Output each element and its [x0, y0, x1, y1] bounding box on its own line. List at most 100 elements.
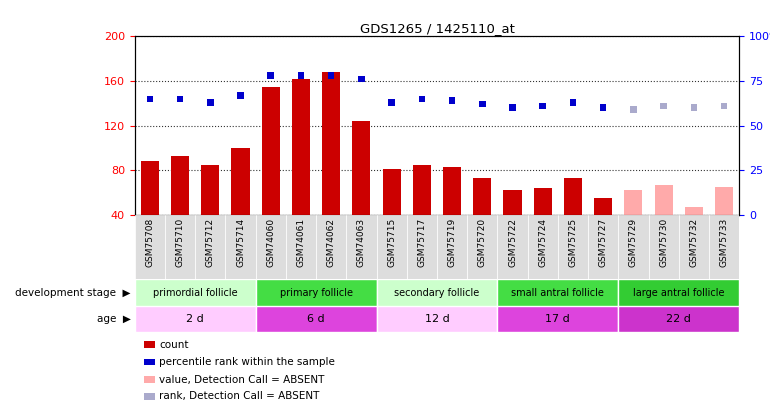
Bar — [196, 215, 226, 279]
Bar — [316, 215, 346, 279]
Bar — [618, 215, 648, 279]
Text: 12 d: 12 d — [424, 314, 450, 324]
Text: GSM75715: GSM75715 — [387, 218, 396, 267]
Bar — [685, 207, 703, 215]
Bar — [588, 215, 618, 279]
Bar — [443, 167, 461, 215]
Bar — [232, 148, 249, 215]
Text: primary follicle: primary follicle — [280, 288, 353, 298]
Bar — [504, 190, 521, 215]
Bar — [226, 215, 256, 279]
Bar — [135, 215, 165, 279]
Bar — [377, 306, 497, 332]
Text: count: count — [159, 339, 189, 350]
Bar — [413, 164, 431, 215]
Bar — [497, 215, 527, 279]
Text: 17 d: 17 d — [545, 314, 571, 324]
Bar — [474, 178, 491, 215]
Point — [476, 101, 488, 107]
Text: value, Detection Call = ABSENT: value, Detection Call = ABSENT — [159, 375, 324, 385]
Text: percentile rank within the sample: percentile rank within the sample — [159, 357, 335, 367]
Text: GSM75729: GSM75729 — [629, 218, 638, 267]
Bar — [141, 161, 159, 215]
Text: development stage  ▶: development stage ▶ — [15, 288, 131, 298]
Text: secondary follicle: secondary follicle — [394, 288, 480, 298]
Point — [355, 76, 367, 83]
Bar — [618, 279, 739, 306]
Bar — [709, 215, 739, 279]
Point — [597, 104, 609, 111]
Bar — [135, 306, 256, 332]
Bar — [557, 215, 588, 279]
Bar — [618, 306, 739, 332]
Text: small antral follicle: small antral follicle — [511, 288, 604, 298]
Point — [234, 92, 246, 98]
Bar — [407, 215, 437, 279]
Text: rank, Detection Call = ABSENT: rank, Detection Call = ABSENT — [159, 391, 320, 401]
Bar — [144, 393, 155, 400]
Bar — [564, 178, 582, 215]
Bar — [648, 215, 678, 279]
Bar — [437, 215, 467, 279]
Text: age  ▶: age ▶ — [97, 314, 131, 324]
Text: large antral follicle: large antral follicle — [633, 288, 725, 298]
Point — [567, 99, 579, 106]
Bar — [144, 359, 155, 365]
Text: GSM75708: GSM75708 — [146, 218, 154, 267]
Bar — [165, 215, 195, 279]
Point — [386, 99, 398, 106]
Text: 22 d: 22 d — [666, 314, 691, 324]
Point — [295, 72, 307, 79]
Bar — [292, 79, 310, 215]
Text: GSM74060: GSM74060 — [266, 218, 275, 267]
Bar — [715, 187, 733, 215]
Bar — [144, 376, 155, 383]
Bar — [256, 306, 377, 332]
Point — [325, 72, 337, 79]
Bar — [286, 215, 316, 279]
Text: GSM75722: GSM75722 — [508, 218, 517, 267]
Text: GSM75714: GSM75714 — [236, 218, 245, 267]
Point — [265, 72, 277, 79]
Text: GSM75710: GSM75710 — [176, 218, 185, 267]
Text: GSM75724: GSM75724 — [538, 218, 547, 267]
Bar — [262, 87, 280, 215]
Text: GSM75727: GSM75727 — [599, 218, 608, 267]
Bar — [594, 198, 612, 215]
Text: GSM75719: GSM75719 — [447, 218, 457, 267]
Bar — [144, 341, 155, 348]
Bar — [377, 215, 407, 279]
Bar — [527, 215, 557, 279]
Point — [537, 103, 549, 109]
Text: GSM75732: GSM75732 — [689, 218, 698, 267]
Text: GSM74062: GSM74062 — [326, 218, 336, 267]
Bar — [322, 72, 340, 215]
Bar — [201, 164, 219, 215]
Point — [507, 104, 519, 111]
Bar — [624, 190, 642, 215]
Text: GSM75725: GSM75725 — [568, 218, 578, 267]
Text: GSM75730: GSM75730 — [659, 218, 668, 267]
Bar — [353, 121, 370, 215]
Bar — [654, 185, 673, 215]
Bar — [497, 306, 618, 332]
Text: GSM74063: GSM74063 — [357, 218, 366, 267]
Bar — [256, 279, 377, 306]
Bar — [383, 169, 400, 215]
Bar — [377, 279, 497, 306]
Text: 6 d: 6 d — [307, 314, 325, 324]
Text: 2 d: 2 d — [186, 314, 204, 324]
Bar — [678, 215, 709, 279]
Bar — [534, 188, 552, 215]
Point — [174, 96, 186, 102]
Point — [718, 103, 730, 109]
Bar — [171, 156, 189, 215]
Bar — [135, 279, 256, 306]
Point — [688, 104, 700, 111]
Text: GSM75712: GSM75712 — [206, 218, 215, 267]
Text: GSM75717: GSM75717 — [417, 218, 427, 267]
Point — [204, 99, 216, 106]
Point — [658, 103, 670, 109]
Text: primordial follicle: primordial follicle — [153, 288, 237, 298]
Point — [628, 106, 640, 113]
